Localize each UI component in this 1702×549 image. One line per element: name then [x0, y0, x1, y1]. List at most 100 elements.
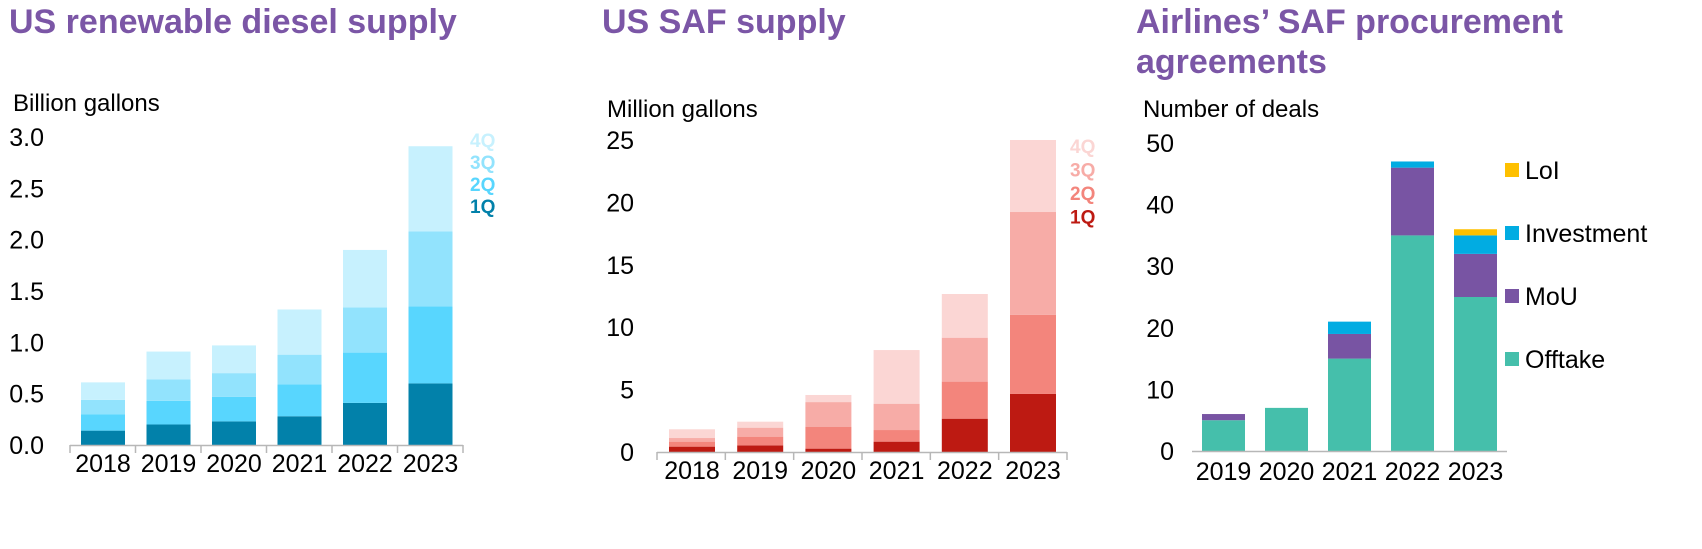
y-tick-label: 2.0	[9, 227, 44, 255]
x-tick-label: 2018	[664, 457, 720, 485]
bar-segment-2023-4q	[1010, 140, 1056, 213]
y-tick-label: 0.0	[9, 432, 44, 460]
bar-segment-2023-2q	[1010, 314, 1056, 394]
bar-segment-2023-1q	[408, 383, 453, 445]
bar-segment-2019-1q	[737, 445, 784, 452]
bar-segment-2019-2q	[146, 400, 191, 425]
bar-segment-2023-4q	[408, 146, 453, 232]
bar-segment-2023-mou	[1454, 253, 1497, 297]
bar-segment-2020-2q	[212, 396, 256, 422]
y-tick-label: 5	[620, 377, 634, 405]
legend-label-4q: 4Q	[1070, 137, 1095, 158]
bar-segment-2019-3q	[146, 379, 191, 401]
bar-segment-2022-4q	[343, 249, 387, 308]
legend-label-3q: 3Q	[470, 153, 495, 174]
bar-segment-2019-offtake	[1202, 420, 1245, 451]
y-axis-label-saf-supply: Million gallons	[607, 96, 758, 123]
bar-segment-2022-2q	[941, 381, 988, 419]
y-tick-label: 30	[1146, 253, 1174, 281]
bar-segment-2022-4q	[941, 294, 988, 338]
x-tick-label: 2022	[337, 450, 393, 478]
legend-label-offtake: Offtake	[1525, 346, 1605, 374]
bar-segment-2020-4q	[212, 345, 256, 374]
bar-segment-2023-3q	[408, 231, 453, 307]
bar-segment-2021-2q	[873, 430, 920, 442]
x-tick-label: 2021	[1322, 458, 1378, 486]
legend-swatch-mou	[1505, 289, 1519, 303]
bar-segment-2023-1q	[1010, 393, 1056, 452]
bar-segment-2023-2q	[408, 306, 453, 384]
bar-segment-2022-investment	[1391, 161, 1434, 168]
bar-segment-2021-1q	[873, 441, 920, 452]
chart-title-saf-supply: US SAF supply	[602, 3, 846, 41]
bar-segment-2019-3q	[737, 427, 784, 437]
y-tick-label: 1.0	[9, 329, 44, 357]
y-tick-label: 10	[606, 314, 634, 342]
bar-segment-2020-4q	[805, 394, 852, 403]
x-tick-label: 2020	[1259, 458, 1315, 486]
bar-segment-2022-1q	[941, 418, 988, 452]
bar-segment-2018-4q	[81, 382, 125, 400]
legend-label-1q: 1Q	[470, 197, 495, 218]
bar-segment-2018-2q	[81, 414, 125, 431]
legend-swatch-investment	[1505, 226, 1519, 240]
y-axis-label-renewable-diesel: Billion gallons	[13, 90, 160, 117]
bar-segment-2022-1q	[343, 402, 387, 445]
x-tick-label: 2023	[1448, 458, 1504, 486]
bar-segment-2019-mou	[1202, 414, 1245, 421]
y-tick-label: 0.5	[9, 381, 44, 409]
x-tick-label: 2019	[732, 457, 788, 485]
y-tick-label: 40	[1146, 192, 1174, 220]
bar-segment-2018-4q	[669, 429, 715, 439]
x-tick-label: 2019	[141, 450, 197, 478]
y-axis-label-saf-agreements: Number of deals	[1143, 96, 1320, 123]
y-tick-label: 25	[606, 127, 634, 155]
legend-label-3q: 3Q	[1070, 161, 1095, 182]
bar-segment-2021-3q	[873, 403, 920, 431]
legend-swatch-loi	[1505, 163, 1519, 177]
bar-segment-2022-2q	[343, 352, 387, 403]
legend-label-2q: 2Q	[1070, 184, 1095, 205]
y-tick-label: 0	[620, 439, 634, 467]
y-tick-label: 50	[1146, 130, 1174, 158]
bar-segment-2023-offtake	[1454, 297, 1497, 451]
y-tick-label: 20	[606, 189, 634, 217]
x-tick-label: 2023	[403, 450, 459, 478]
bar-segment-2021-1q	[277, 416, 322, 445]
bar-segment-2018-1q	[81, 430, 125, 445]
x-tick-label: 2021	[272, 450, 328, 478]
y-tick-label: 1.5	[9, 278, 44, 306]
legend-swatch-offtake	[1505, 352, 1519, 366]
bar-segment-2021-mou	[1328, 333, 1371, 359]
bar-segment-2020-1q	[805, 448, 852, 452]
y-tick-label: 0	[1160, 438, 1174, 466]
bar-segment-2022-3q	[343, 307, 387, 353]
legend-label-loi: LoI	[1525, 157, 1560, 185]
y-tick-label: 3.0	[9, 124, 44, 152]
bar-segment-2019-4q	[737, 421, 784, 428]
x-tick-label: 2020	[801, 457, 857, 485]
bar-segment-2021-4q	[277, 309, 322, 355]
bar-segment-2020-3q	[212, 373, 256, 397]
bar-segment-2022-mou	[1391, 167, 1434, 236]
y-tick-label: 15	[606, 252, 634, 280]
bar-segment-2022-offtake	[1391, 235, 1434, 451]
bar-segment-2023-loi	[1454, 229, 1497, 236]
x-tick-label: 2021	[869, 457, 925, 485]
x-tick-label: 2018	[75, 450, 131, 478]
chart-title-renewable-diesel: US renewable diesel supply	[9, 3, 457, 41]
bar-segment-2019-4q	[146, 351, 191, 380]
chart-title-saf-agreements: Airlines’ SAF procurement agreements	[1136, 3, 1563, 81]
bar-segment-2023-investment	[1454, 235, 1497, 254]
bar-segment-2021-2q	[277, 384, 322, 417]
x-tick-label: 2020	[206, 450, 262, 478]
x-tick-label: 2022	[937, 457, 993, 485]
bar-segment-2020-2q	[805, 426, 852, 449]
legend-label-1q: 1Q	[1070, 208, 1095, 229]
bar-segment-2018-3q	[669, 438, 715, 442]
bar-segment-2020-offtake	[1265, 407, 1308, 451]
bar-segment-2018-2q	[669, 441, 715, 447]
